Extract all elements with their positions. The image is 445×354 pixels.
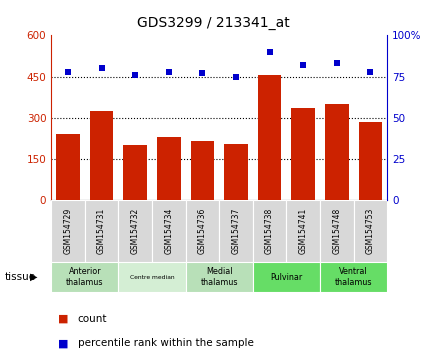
Bar bbox=[291, 108, 315, 200]
Text: tissue: tissue bbox=[4, 272, 36, 282]
Text: Centre median: Centre median bbox=[129, 274, 174, 280]
Bar bbox=[320, 262, 387, 292]
Bar bbox=[253, 200, 287, 262]
Bar bbox=[287, 200, 320, 262]
Bar bbox=[353, 200, 387, 262]
Text: percentile rank within the sample: percentile rank within the sample bbox=[78, 338, 254, 348]
Bar bbox=[186, 262, 253, 292]
Bar bbox=[186, 200, 219, 262]
Point bbox=[299, 62, 307, 68]
Text: Ventral
thalamus: Ventral thalamus bbox=[335, 267, 372, 287]
Text: ■: ■ bbox=[58, 314, 69, 324]
Text: Pulvinar: Pulvinar bbox=[270, 273, 303, 281]
Bar bbox=[190, 141, 214, 200]
Point bbox=[232, 74, 239, 79]
Bar bbox=[90, 111, 113, 200]
Point bbox=[165, 69, 172, 74]
Bar bbox=[56, 134, 80, 200]
Bar bbox=[118, 200, 152, 262]
Point bbox=[266, 49, 273, 55]
Bar bbox=[51, 262, 118, 292]
Bar bbox=[85, 200, 118, 262]
Bar bbox=[219, 200, 253, 262]
Bar bbox=[224, 144, 248, 200]
Point bbox=[132, 72, 139, 78]
Bar bbox=[152, 200, 186, 262]
Bar bbox=[118, 262, 186, 292]
Text: GSM154734: GSM154734 bbox=[164, 208, 173, 254]
Bar bbox=[325, 104, 348, 200]
Text: GSM154737: GSM154737 bbox=[231, 208, 240, 254]
Text: ▶: ▶ bbox=[30, 272, 38, 282]
Bar bbox=[123, 145, 147, 200]
Text: GSM154731: GSM154731 bbox=[97, 208, 106, 254]
Text: GSM154741: GSM154741 bbox=[299, 208, 307, 254]
Bar bbox=[51, 200, 85, 262]
Text: Anterior
thalamus: Anterior thalamus bbox=[66, 267, 104, 287]
Text: GSM154738: GSM154738 bbox=[265, 208, 274, 254]
Text: count: count bbox=[78, 314, 107, 324]
Point bbox=[367, 69, 374, 74]
Bar bbox=[258, 75, 281, 200]
Point bbox=[199, 70, 206, 76]
Point bbox=[98, 65, 105, 71]
Text: GSM154753: GSM154753 bbox=[366, 208, 375, 254]
Text: GSM154732: GSM154732 bbox=[131, 208, 140, 254]
Text: ■: ■ bbox=[58, 338, 69, 348]
Text: GSM154748: GSM154748 bbox=[332, 208, 341, 254]
Bar bbox=[359, 122, 382, 200]
Text: GDS3299 / 213341_at: GDS3299 / 213341_at bbox=[137, 16, 290, 30]
Bar bbox=[320, 200, 354, 262]
Text: GSM154729: GSM154729 bbox=[64, 208, 73, 254]
Point bbox=[333, 61, 340, 66]
Bar bbox=[157, 137, 181, 200]
Bar bbox=[253, 262, 320, 292]
Text: Medial
thalamus: Medial thalamus bbox=[200, 267, 238, 287]
Text: GSM154736: GSM154736 bbox=[198, 208, 207, 254]
Point bbox=[65, 69, 72, 74]
